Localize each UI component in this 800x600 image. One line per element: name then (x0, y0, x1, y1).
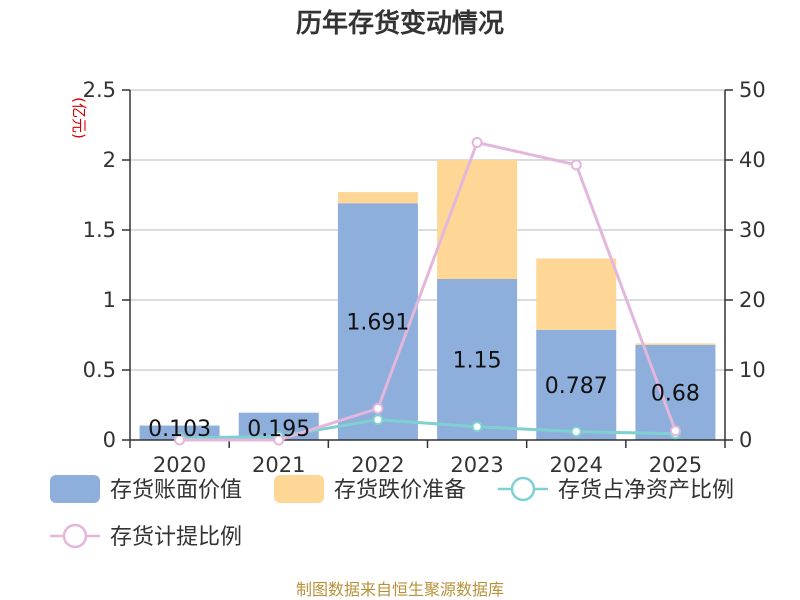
right-axis-tick-label: 0 (739, 428, 752, 452)
left-axis-tick-label: 2 (103, 148, 116, 172)
left-axis-tick-label: 1 (103, 288, 116, 312)
point-net-asset-ratio (372, 414, 384, 426)
line-series (174, 137, 681, 446)
bar-value-label: 0.68 (651, 381, 700, 406)
left-axis-tick-label: 0 (103, 428, 116, 452)
bar-series (139, 160, 716, 440)
right-axis-tick-label: 10 (739, 358, 766, 382)
bar-book-value-2023 (437, 279, 518, 440)
bar-value-label: 0.103 (148, 417, 211, 442)
right-axis-tick-label: 50 (739, 78, 766, 102)
bar-impairment-2024 (536, 258, 617, 330)
axes: 0 0.5 1 1.5 2 2.5 0 10 20 30 40 50 2020 2021 2022 2023 2… (83, 78, 766, 477)
point-provision-ratio (471, 137, 483, 148)
left-axis-tick-label: 2.5 (83, 78, 116, 102)
left-axis-tick-label: 1.5 (83, 218, 116, 242)
x-axis-tick-label: 2020 (153, 453, 206, 477)
point-provision-ratio (669, 425, 681, 437)
x-axis-tick-label: 2023 (450, 453, 503, 477)
bar-value-label: 1.691 (346, 311, 409, 336)
legend-marker-provision-ratio (62, 523, 88, 549)
point-provision-ratio (570, 159, 582, 171)
legend-label-impairment: 存货跌价准备 (334, 478, 466, 503)
point-provision-ratio (372, 403, 384, 414)
legend-label-provision-ratio: 存货计提比例 (110, 525, 242, 550)
point-provision-ratio (273, 434, 285, 446)
left-axis-tick-label: 0.5 (83, 358, 116, 382)
right-axis-tick-label: 40 (739, 148, 766, 172)
bar-impairment-2022 (337, 192, 418, 204)
x-axis-tick-label: 2021 (252, 453, 305, 477)
point-provision-ratio (174, 434, 186, 446)
bar-impairment-2025 (635, 343, 716, 345)
line-net-asset-ratio (179, 418, 676, 440)
line-provision-ratio (179, 140, 677, 442)
bar-value-label: 0.787 (545, 374, 608, 399)
bar-value-label: 0.195 (247, 417, 310, 442)
bar-impairment-2023 (437, 160, 518, 279)
bar-book-value-2022 (337, 203, 418, 440)
legend-marker-net-asset-ratio (510, 476, 536, 502)
x-axis-tick-label: 2024 (550, 453, 603, 477)
legend-swatch-impairment (274, 475, 324, 503)
source-note: 制图数据来自恒生聚源数据库 (296, 580, 504, 599)
bar-book-value-2024 (536, 329, 617, 440)
point-net-asset-ratio (471, 421, 483, 433)
chart-title: 历年存货变动情况 (296, 8, 504, 39)
point-net-asset-ratio (570, 426, 582, 438)
right-axis-unit: % (796, 85, 800, 99)
legend-label-book-value: 存货账面价值 (110, 478, 242, 503)
legend-swatch-book-value (50, 475, 100, 503)
legend-label-net-asset-ratio: 存货占净资产比例 (558, 478, 734, 503)
bar-value-label: 1.15 (453, 349, 502, 374)
x-axis-tick-label: 2022 (351, 453, 404, 477)
right-axis-tick-label: 20 (739, 288, 766, 312)
left-axis-unit: (亿元) (70, 97, 88, 139)
bar-data-labels: 0.103 0.195 1.691 1.15 0.787 0.68 (148, 311, 700, 442)
right-axis-tick-label: 30 (739, 218, 766, 242)
x-axis-tick-label: 2025 (649, 453, 702, 477)
